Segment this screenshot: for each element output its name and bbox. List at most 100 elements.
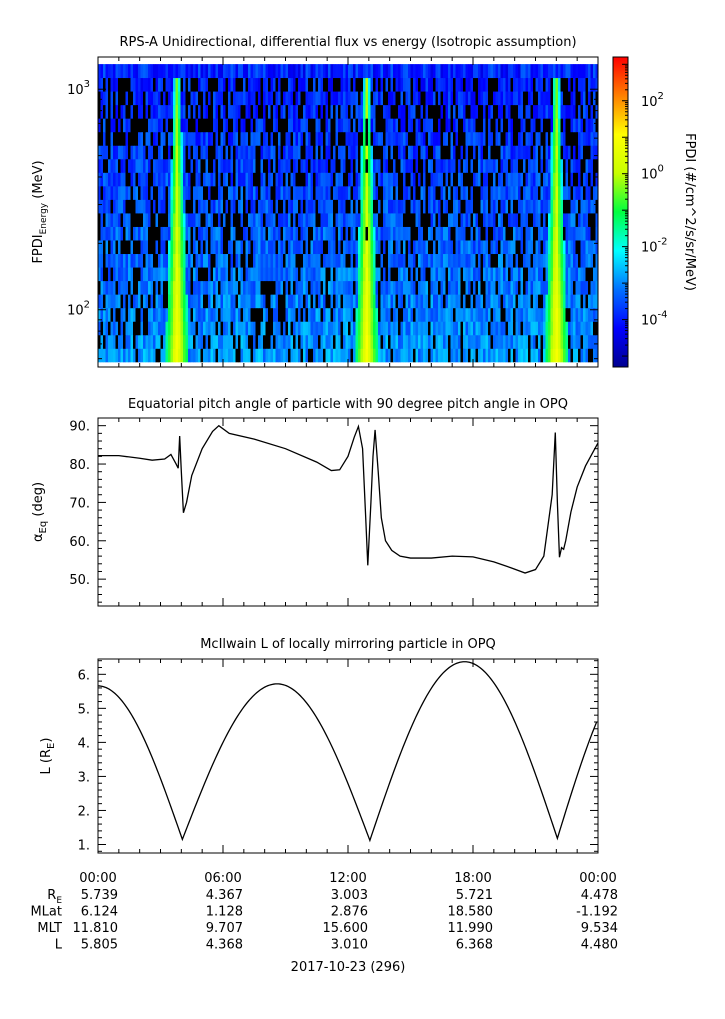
spectrogram-cell [100,185,104,200]
spectrogram-cell [265,267,269,282]
spectrogram-cell [113,104,116,119]
spectrogram-cell [153,185,156,200]
spectrogram-cell [390,158,394,173]
spectrogram-cell [353,185,356,200]
spectrogram-cell [210,307,214,322]
spectrogram-cell [235,307,239,322]
spectrogram-cell [270,91,274,106]
spectrogram-cell [258,253,261,268]
spectrogram-cell [385,185,389,200]
spectrogram-cell [358,253,361,268]
spectrogram-cell [558,253,561,268]
spectrogram-cell [330,172,334,187]
spectrogram-cell [558,280,561,295]
spectrogram-cell [340,64,344,79]
spectrogram-cell [510,334,514,349]
spectrogram-cell [295,91,299,106]
spectrogram-cell [540,240,544,255]
spectrogram-cell [108,226,111,241]
spectrogram-cell [388,334,391,349]
spectrogram-cell [333,213,336,227]
spectrogram-cell [195,199,199,214]
spectrogram-cell [505,104,509,119]
spectrogram-cell [403,334,406,349]
spectrogram-cell [368,118,371,133]
spectrogram-cell [328,185,331,200]
spectrogram-cell [470,77,474,92]
spectrogram-cell [403,253,406,268]
ephemeris-value: 9.534 [581,921,618,936]
spectrogram-cell [573,199,576,214]
spectrogram-cell [215,185,219,200]
spectrogram-cell [148,91,151,106]
spectrogram-cell [333,334,336,349]
spectrogram-cell [335,118,339,133]
spectrogram-cell [350,213,354,227]
spectrogram-cell [405,91,409,106]
spectrogram-cell [190,307,194,322]
spectrogram-cell [368,240,371,255]
spectrogram-cell [213,64,216,79]
spectrogram-cell [578,77,581,92]
spectrogram-cell [115,213,119,227]
spectrogram-cell [525,253,529,268]
spectrogram-cell [275,307,279,322]
spectrogram-cell [300,118,304,133]
spectrogram-cell [463,131,466,146]
spectrogram-cell [585,226,589,241]
spectrogram-cell [180,280,184,295]
spectrogram-cell [430,307,434,322]
spectrogram-cell [175,172,179,187]
spectrogram-cell [215,253,219,268]
spectrogram-cell [183,131,186,146]
spectrogram-cell [140,145,144,160]
spectrogram-cell [395,118,399,133]
spectrogram-cell [298,321,301,336]
spectrogram-cell [273,145,276,160]
spectrogram-cell [490,145,494,160]
spectrogram-cell [168,77,171,92]
spectrogram-cell [108,267,111,282]
pitch-angle-panel: Equatorial pitch angle of particle with … [31,397,599,607]
spectrogram-cell [433,253,436,268]
spectrogram-cell [370,91,374,106]
spectrogram-cell [428,158,431,173]
spectrogram-cell [263,348,266,363]
spectrogram-cell [190,294,194,309]
spectrogram-cell [500,64,504,79]
spectrogram-cell [275,240,279,255]
spectrogram-cell [265,321,269,336]
spectrogram-cell [265,253,269,268]
spectrogram-cell [225,158,229,173]
spectrogram-cell [100,91,104,106]
spectrogram-cell [278,334,281,349]
spectrogram-cell [360,240,364,255]
spectrogram-cell [293,172,296,187]
spectrogram-cell [205,253,209,268]
spectrogram-cell [535,240,539,255]
spectrogram-cell [180,131,184,146]
spectrogram-cell [360,267,364,282]
spectrogram-cell [545,104,549,119]
spectrogram-cell [495,172,499,187]
spectrogram-cell [428,226,431,241]
spectrogram-cell [218,253,221,268]
spectrogram-cell [375,253,379,268]
spectrogram-cell [270,145,274,160]
spectrogram-cell [553,226,556,241]
spectrogram-cell [180,199,184,214]
spectrogram-cell [193,118,196,133]
spectrogram-cell [355,213,359,227]
spectrogram-cell [315,348,319,363]
spectrogram-cell [373,104,376,119]
spectrogram-cell [110,321,114,336]
spectrogram-cell [375,91,379,106]
spectrogram-cell [413,118,416,133]
spectrogram-cell [193,321,196,336]
spectrogram-cell [330,118,334,133]
spectrogram-cell [153,213,156,227]
spectrogram-cell [583,307,586,322]
spectrogram-cell [390,348,394,363]
spectrogram-cell [248,199,251,214]
spectrogram-cell [255,118,259,133]
